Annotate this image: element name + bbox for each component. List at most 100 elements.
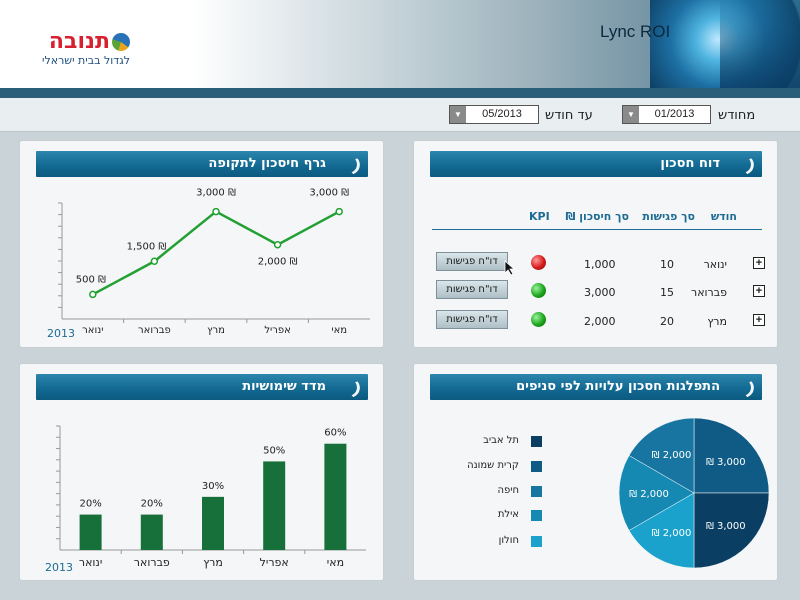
bar [263, 461, 286, 550]
data-point [273, 240, 282, 249]
logo: תנובה לגדול בבית ישראלי [20, 30, 130, 75]
slice-label: ₪ 3,000 [706, 521, 746, 532]
chevron-down-icon[interactable]: ▼ [450, 106, 466, 123]
panel-header: דוח חסכון [430, 150, 762, 178]
panel-title: דוח חסכון [660, 156, 720, 171]
data-label: 50% [263, 445, 285, 456]
legend-swatch [531, 436, 542, 447]
kpi-status-green-icon [531, 312, 546, 327]
panel-title: התפלגות חסכון עלויות לפי סניפים [516, 379, 720, 394]
savings-report-panel: דוח חסכון חודש סך פגישות סך חיסכון ₪ KPI… [413, 140, 778, 348]
x-tick-label: אפריל [264, 325, 291, 336]
chart-year-label: 2013 [47, 327, 75, 340]
row-month: פברואר [691, 286, 727, 299]
row-meetings: 20 [660, 315, 674, 328]
logo-mark-icon [112, 32, 130, 51]
brand-swoosh-icon [725, 150, 757, 178]
data-label: ₪ 500 [76, 274, 106, 285]
expand-row-button[interactable]: + [753, 257, 765, 269]
distribution-panel: התפלגות חסכון עלויות לפי סניפים תל אביב ק… [413, 363, 778, 581]
slice-label: ₪ 2,000 [652, 450, 692, 461]
x-tick-label: מרץ [203, 556, 223, 569]
bar [324, 443, 347, 550]
row-month: מרץ [707, 315, 727, 328]
bar [202, 496, 224, 550]
data-label: ₪ 3,000 [196, 188, 236, 199]
usage-chart-panel: מדד שימושיות 20% ינואר 20% פברואר 30% מרץ 50% א… [19, 363, 384, 581]
pie-slice [693, 417, 770, 494]
data-label: ₪ 2,000 [258, 257, 298, 268]
panel-title: גרף חיסכון לתקופה [208, 156, 326, 171]
to-month-value: 05/2013 [482, 108, 522, 120]
from-month-select[interactable]: ▼ 01/2013 [622, 105, 711, 124]
data-label: 60% [324, 428, 346, 439]
x-tick-label: מאי [331, 325, 347, 336]
app-header: תנובה לגדול בבית ישראלי Lync ROI [0, 0, 800, 90]
row-meetings: 15 [660, 286, 674, 299]
kpi-status-green-icon [531, 283, 546, 298]
panel-title: מדד שימושיות [242, 379, 326, 394]
meetings-report-button[interactable]: דו"ח פגישות [436, 252, 508, 271]
header-divider [0, 88, 800, 98]
data-point [335, 207, 343, 216]
expand-row-button[interactable]: + [753, 285, 765, 297]
pie-slice [628, 417, 695, 494]
legend-swatch [531, 461, 542, 472]
legend-swatch [531, 486, 542, 497]
x-tick-label: אפריל [260, 556, 289, 569]
distribution-pie-chart: ₪ 3,000 ₪ 3,000 ₪ 2,000 ₪ 2,000 ₪ 2,000 [618, 417, 770, 569]
row-meetings: 10 [660, 258, 674, 271]
row-savings: 2,000 [584, 315, 616, 328]
x-tick-label: ינואר [79, 556, 102, 569]
panel-header: מדד שימושיות [36, 373, 368, 401]
mouse-cursor-icon [504, 260, 516, 276]
panel-header: גרף חיסכון לתקופה [36, 150, 368, 178]
legend-swatch [531, 536, 542, 547]
to-month-select[interactable]: ▼ 05/2013 [449, 105, 539, 124]
pie-slice [628, 492, 695, 569]
data-label: 20% [141, 499, 163, 510]
from-month-value: 01/2013 [654, 108, 695, 120]
data-label: ₪ 1,500 [127, 241, 167, 252]
row-savings: 3,000 [584, 286, 616, 299]
row-savings: 1,000 [584, 258, 616, 271]
col-header-month: חודש [710, 210, 737, 223]
data-label: ₪ 3,000 [309, 188, 349, 199]
app-title: Lync ROI [600, 22, 671, 41]
chevron-down-icon[interactable]: ▼ [623, 106, 639, 123]
meetings-report-button[interactable]: דו"ח פגישות [436, 310, 508, 329]
data-point [150, 257, 159, 266]
panel-header: התפלגות חסכון עלויות לפי סניפים [430, 373, 762, 401]
col-header-kpi: KPI [529, 210, 550, 223]
col-header-meetings: סך פגישות [642, 210, 695, 223]
x-tick-label: מרץ [207, 325, 225, 336]
kpi-status-red-icon [531, 255, 546, 270]
data-point [89, 290, 97, 299]
legend-label: חיפה [497, 485, 519, 496]
usage-bar-chart: 20% ינואר 20% פברואר 30% מרץ 50% אפריל 60% מאי [56, 425, 366, 569]
slice-label: ₪ 2,000 [629, 489, 669, 500]
legend-label: חולון [498, 535, 519, 546]
table-divider [432, 229, 762, 230]
pie-slice [618, 455, 695, 531]
x-tick-label: פברואר [134, 556, 170, 569]
data-label: 30% [202, 481, 224, 492]
data-label: 20% [79, 499, 101, 510]
meetings-report-button[interactable]: דו"ח פגישות [436, 280, 508, 299]
logo-tagline: לגדול בבית ישראלי [42, 54, 130, 67]
from-month-label: מחודש [718, 108, 756, 123]
chart-year-label: 2013 [45, 561, 73, 574]
expand-row-button[interactable]: + [753, 314, 765, 326]
col-header-savings: סך חיסכון ₪ [565, 210, 630, 223]
legend-label: קרית שמונה [467, 460, 519, 471]
filter-bar: מחודש ▼ 01/2013 עד חודש ▼ 05/2013 [0, 98, 800, 132]
slice-label: ₪ 3,000 [706, 457, 746, 468]
savings-chart-panel: גרף חיסכון לתקופה ₪ 500 ₪ 1,500 ₪ 3,000 ₪ 2… [19, 140, 384, 348]
slice-label: ₪ 2,000 [652, 528, 692, 539]
series-line [92, 210, 340, 296]
data-point [212, 207, 220, 216]
legend-swatch [531, 510, 542, 521]
logo-name: תנובה [48, 29, 110, 54]
pie-slice [693, 492, 770, 569]
row-month: ינואר [703, 258, 727, 271]
